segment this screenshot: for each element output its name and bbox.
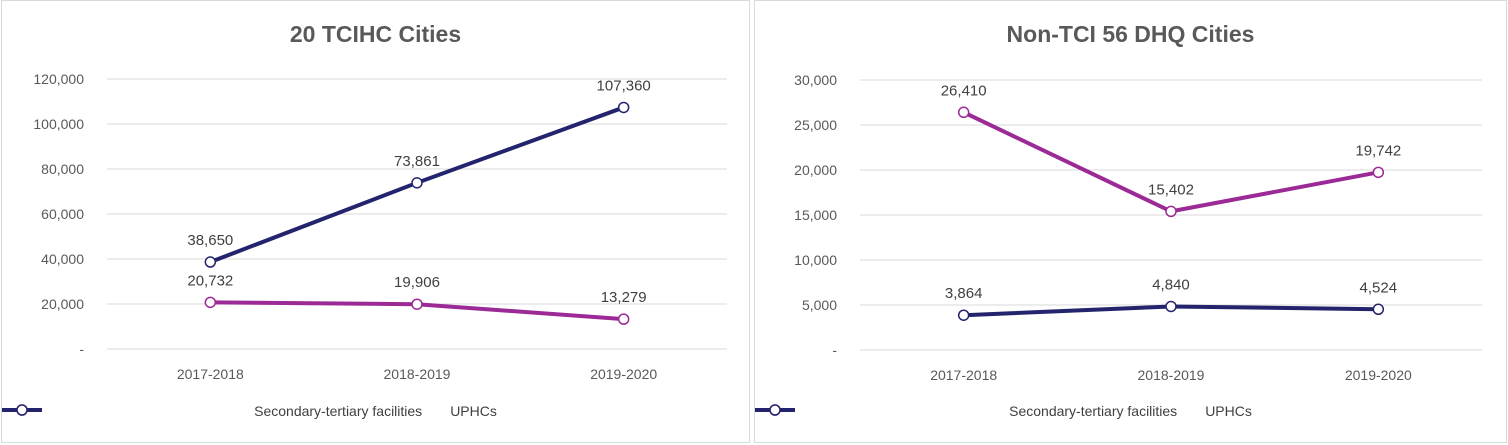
legend-label: UPHCs (1205, 403, 1252, 419)
x-tick-label: 2017-2018 (177, 366, 244, 382)
x-tick-label: 2018-2019 (1138, 367, 1205, 383)
data-point (411, 177, 423, 189)
line-chart: - 20,000 40,000 60,000 80,000 100,000 120,000 2… (33, 71, 727, 382)
y-tick-label: 20,000 (794, 162, 837, 178)
x-tick-label: 2019-2020 (1345, 367, 1412, 383)
data-point (957, 309, 970, 321)
y-tick-label: - (79, 341, 84, 357)
legend-item-uphcs: UPHCs (755, 403, 1252, 419)
data-label: 19,742 (1355, 142, 1401, 159)
legend-label: Secondary-tertiary facilities (1009, 403, 1178, 419)
data-label: 4,840 (1152, 276, 1190, 293)
x-tick-label: 2017-2018 (930, 367, 997, 383)
data-label: 20,732 (187, 272, 233, 289)
chart-legend: Secondary-tertiary facilities UPHCs (2, 403, 749, 419)
y-tick-label: 25,000 (794, 117, 837, 133)
data-label: 107,360 (597, 77, 651, 94)
x-tick-label: 2019-2020 (590, 366, 657, 382)
y-tick-label: - (832, 342, 837, 358)
data-label: 3,864 (945, 285, 983, 302)
chart-panel-non-tci: Non-TCI 56 DHQ Cities - 5,000 10,000 15,000… (754, 0, 1507, 443)
data-label: 4,524 (1360, 279, 1398, 296)
data-label: 15,402 (1148, 181, 1194, 198)
data-label: 13,279 (601, 289, 647, 306)
y-tick-label: 40,000 (41, 251, 84, 267)
data-point (1372, 303, 1385, 316)
legend-swatch-icon (755, 404, 795, 416)
data-point (204, 256, 217, 268)
y-tick-label: 120,000 (33, 71, 84, 87)
data-point (411, 298, 423, 310)
y-tick-label: 10,000 (794, 252, 837, 268)
data-point (957, 106, 970, 119)
legend-item-secondary: Secondary-tertiary facilities (2, 403, 423, 419)
legend-label: Secondary-tertiary facilities (254, 403, 423, 419)
y-tick-label: 20,000 (41, 296, 84, 312)
data-point (1165, 300, 1177, 313)
data-point (204, 296, 217, 309)
x-tick-label: 2018-2019 (384, 366, 451, 382)
y-tick-label: 80,000 (41, 161, 84, 177)
legend-item-uphcs: UPHCs (2, 403, 497, 419)
data-point (1372, 166, 1385, 179)
legend-label: UPHCs (450, 403, 497, 419)
chart-legend: Secondary-tertiary facilities UPHCs (755, 403, 1506, 419)
data-label: 19,906 (394, 274, 440, 291)
line-chart: - 5,000 10,000 15,000 20,000 25,000 30,000 2017… (794, 72, 1482, 383)
data-label: 73,861 (394, 153, 440, 170)
data-point (617, 101, 630, 114)
data-point (1165, 205, 1177, 218)
data-point (617, 313, 630, 325)
y-tick-label: 100,000 (33, 116, 84, 132)
chart-title: Non-TCI 56 DHQ Cities (1006, 21, 1255, 47)
y-tick-label: 60,000 (41, 206, 84, 222)
legend-item-secondary: Secondary-tertiary facilities (755, 403, 1178, 419)
legend-swatch-icon (2, 404, 42, 416)
data-label: 26,410 (941, 82, 987, 99)
chart-title: 20 TCIHC Cities (289, 21, 462, 47)
chart-panel-tcihc: 20 TCIHC Cities - 20,000 40,000 60,000 80,00… (1, 0, 750, 443)
y-tick-label: 30,000 (794, 72, 837, 88)
y-tick-label: 15,000 (794, 207, 837, 223)
y-tick-label: 5,000 (802, 297, 837, 313)
data-label: 38,650 (187, 232, 233, 249)
